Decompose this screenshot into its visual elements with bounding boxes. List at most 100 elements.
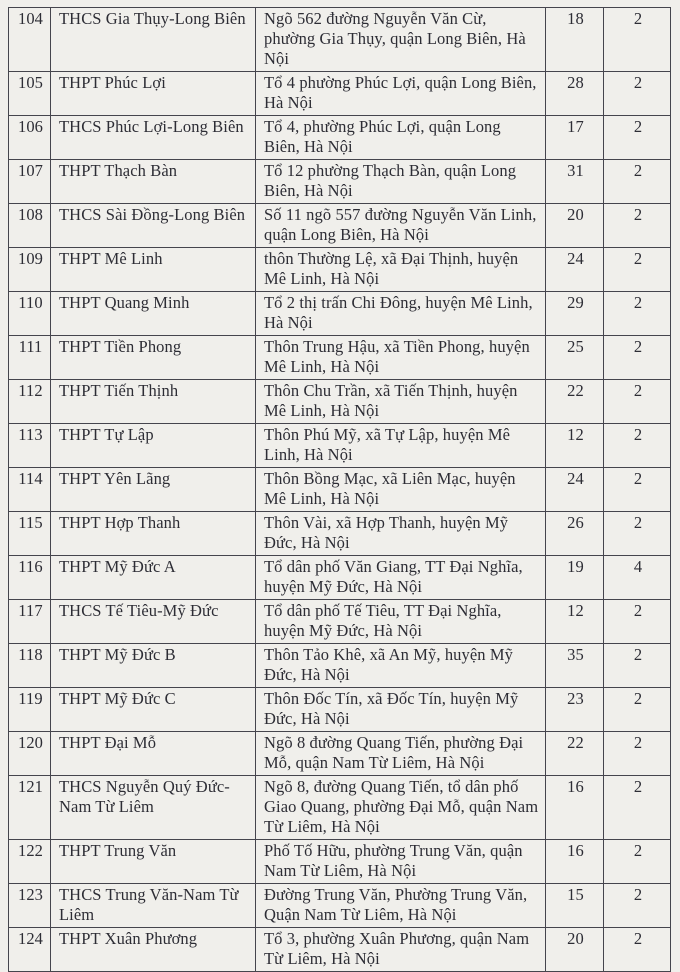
count-cell-1: 20	[545, 203, 604, 248]
address-cell: Thôn Phú Mỹ, xã Tự Lập, huyện Mê Linh, H…	[255, 423, 546, 468]
count-cell-2: 2	[603, 71, 671, 116]
scanned-document-page: 104 THCS Gia Thụy-Long Biên Ngõ 562 đườn…	[8, 7, 671, 972]
school-name-cell: THCS Phúc Lợi-Long Biên	[50, 115, 256, 160]
address-cell: Thôn Tảo Khê, xã An Mỹ, huyện Mỹ Đức, Hà…	[255, 643, 546, 688]
count-cell-2: 2	[603, 599, 671, 644]
table-row: 108 THCS Sài Đồng-Long Biên Số 11 ngõ 55…	[8, 203, 671, 248]
count-cell-1: 25	[545, 335, 604, 380]
count-cell-2: 2	[603, 335, 671, 380]
school-name-cell: THPT Đại Mỗ	[50, 731, 256, 776]
table-row: 109 THPT Mê Linh thôn Thường Lệ, xã Đại …	[8, 247, 671, 292]
address-cell: Tổ dân phố Tế Tiêu, TT Đại Nghĩa, huyện …	[255, 599, 546, 644]
table-row: 105 THPT Phúc Lợi Tổ 4 phường Phúc Lợi, …	[8, 71, 671, 116]
count-cell-2: 2	[603, 203, 671, 248]
address-cell: Phố Tố Hữu, phường Trung Văn, quận Nam T…	[255, 839, 546, 884]
count-cell-1: 19	[545, 555, 604, 600]
count-cell-1: 28	[545, 71, 604, 116]
count-cell-1: 17	[545, 115, 604, 160]
row-number-cell: 122	[8, 839, 51, 884]
count-cell-2: 2	[603, 775, 671, 840]
row-number-cell: 109	[8, 247, 51, 292]
school-name-cell: THPT Tiến Thịnh	[50, 379, 256, 424]
count-cell-1: 24	[545, 467, 604, 512]
count-cell-2: 2	[603, 115, 671, 160]
address-cell: Tổ dân phố Văn Giang, TT Đại Nghĩa, huyệ…	[255, 555, 546, 600]
count-cell-2: 2	[603, 247, 671, 292]
count-cell-2: 2	[603, 687, 671, 732]
address-cell: Số 11 ngõ 557 đường Nguyễn Văn Linh, quậ…	[255, 203, 546, 248]
school-name-cell: THCS Sài Đồng-Long Biên	[50, 203, 256, 248]
row-number-cell: 118	[8, 643, 51, 688]
table-row: 111 THPT Tiền Phong Thôn Trung Hậu, xã T…	[8, 335, 671, 380]
address-cell: Tổ 4, phường Phúc Lợi, quận Long Biên, H…	[255, 115, 546, 160]
count-cell-1: 15	[545, 883, 604, 928]
school-table-body: 104 THCS Gia Thụy-Long Biên Ngõ 562 đườn…	[8, 7, 671, 972]
school-name-cell: THPT Hợp Thanh	[50, 511, 256, 556]
table-row: 115 THPT Hợp Thanh Thôn Vài, xã Hợp Than…	[8, 511, 671, 556]
count-cell-2: 2	[603, 291, 671, 336]
address-cell: Ngõ 8, đường Quang Tiến, tổ dân phố Giao…	[255, 775, 546, 840]
table-row: 110 THPT Quang Minh Tổ 2 thị trấn Chi Đô…	[8, 291, 671, 336]
row-number-cell: 119	[8, 687, 51, 732]
count-cell-2: 2	[603, 379, 671, 424]
table-row: 119 THPT Mỹ Đức C Thôn Đốc Tín, xã Đốc T…	[8, 687, 671, 732]
table-row: 106 THCS Phúc Lợi-Long Biên Tổ 4, phường…	[8, 115, 671, 160]
row-number-cell: 111	[8, 335, 51, 380]
school-name-cell: THPT Phúc Lợi	[50, 71, 256, 116]
school-name-cell: THCS Nguyễn Quý Đức-Nam Từ Liêm	[50, 775, 256, 840]
school-name-cell: THPT Thạch Bàn	[50, 159, 256, 204]
address-cell: Tổ 4 phường Phúc Lợi, quận Long Biên, Hà…	[255, 71, 546, 116]
count-cell-1: 24	[545, 247, 604, 292]
row-number-cell: 110	[8, 291, 51, 336]
count-cell-2: 2	[603, 511, 671, 556]
row-number-cell: 113	[8, 423, 51, 468]
count-cell-2: 2	[603, 839, 671, 884]
address-cell: Tổ 12 phường Thạch Bàn, quận Long Biên, …	[255, 159, 546, 204]
row-number-cell: 104	[8, 7, 51, 72]
count-cell-1: 16	[545, 839, 604, 884]
address-cell: Ngõ 8 đường Quang Tiến, phường Đại Mỗ, q…	[255, 731, 546, 776]
count-cell-2: 4	[603, 555, 671, 600]
table-row: 122 THPT Trung Văn Phố Tố Hữu, phường Tr…	[8, 839, 671, 884]
address-cell: Tổ 2 thị trấn Chi Đông, huyện Mê Linh, H…	[255, 291, 546, 336]
school-name-cell: THPT Mỹ Đức B	[50, 643, 256, 688]
count-cell-1: 12	[545, 599, 604, 644]
count-cell-2: 2	[603, 883, 671, 928]
table-row: 114 THPT Yên Lãng Thôn Bồng Mạc, xã Liên…	[8, 467, 671, 512]
row-number-cell: 121	[8, 775, 51, 840]
school-name-cell: THCS Trung Văn-Nam Từ Liêm	[50, 883, 256, 928]
address-cell: Thôn Trung Hậu, xã Tiền Phong, huyện Mê …	[255, 335, 546, 380]
table-row: 112 THPT Tiến Thịnh Thôn Chu Trần, xã Ti…	[8, 379, 671, 424]
table-row: 123 THCS Trung Văn-Nam Từ Liêm Đường Tru…	[8, 883, 671, 928]
address-cell: Thôn Chu Trần, xã Tiến Thịnh, huyện Mê L…	[255, 379, 546, 424]
table-row: 124 THPT Xuân Phương Tổ 3, phường Xuân P…	[8, 927, 671, 972]
count-cell-1: 23	[545, 687, 604, 732]
count-cell-1: 12	[545, 423, 604, 468]
row-number-cell: 123	[8, 883, 51, 928]
count-cell-1: 29	[545, 291, 604, 336]
count-cell-1: 22	[545, 379, 604, 424]
table-row: 116 THPT Mỹ Đức A Tổ dân phố Văn Giang, …	[8, 555, 671, 600]
row-number-cell: 115	[8, 511, 51, 556]
table-row: 120 THPT Đại Mỗ Ngõ 8 đường Quang Tiến, …	[8, 731, 671, 776]
count-cell-2: 2	[603, 467, 671, 512]
table-row: 104 THCS Gia Thụy-Long Biên Ngõ 562 đườn…	[8, 7, 671, 72]
table-row: 107 THPT Thạch Bàn Tổ 12 phường Thạch Bà…	[8, 159, 671, 204]
count-cell-2: 2	[603, 423, 671, 468]
school-name-cell: THPT Tiền Phong	[50, 335, 256, 380]
count-cell-2: 2	[603, 643, 671, 688]
school-name-cell: THPT Xuân Phương	[50, 927, 256, 972]
school-name-cell: THPT Trung Văn	[50, 839, 256, 884]
address-cell: Thôn Đốc Tín, xã Đốc Tín, huyện Mỹ Đức, …	[255, 687, 546, 732]
row-number-cell: 117	[8, 599, 51, 644]
count-cell-2: 2	[603, 927, 671, 972]
row-number-cell: 114	[8, 467, 51, 512]
table-row: 118 THPT Mỹ Đức B Thôn Tảo Khê, xã An Mỹ…	[8, 643, 671, 688]
row-number-cell: 124	[8, 927, 51, 972]
school-name-cell: THPT Mỹ Đức C	[50, 687, 256, 732]
address-cell: Ngõ 562 đường Nguyễn Văn Cừ, phường Gia …	[255, 7, 546, 72]
address-cell: Tổ 3, phường Xuân Phương, quận Nam Từ Li…	[255, 927, 546, 972]
row-number-cell: 120	[8, 731, 51, 776]
count-cell-1: 16	[545, 775, 604, 840]
table-row: 117 THCS Tế Tiêu-Mỹ Đức Tổ dân phố Tế Ti…	[8, 599, 671, 644]
